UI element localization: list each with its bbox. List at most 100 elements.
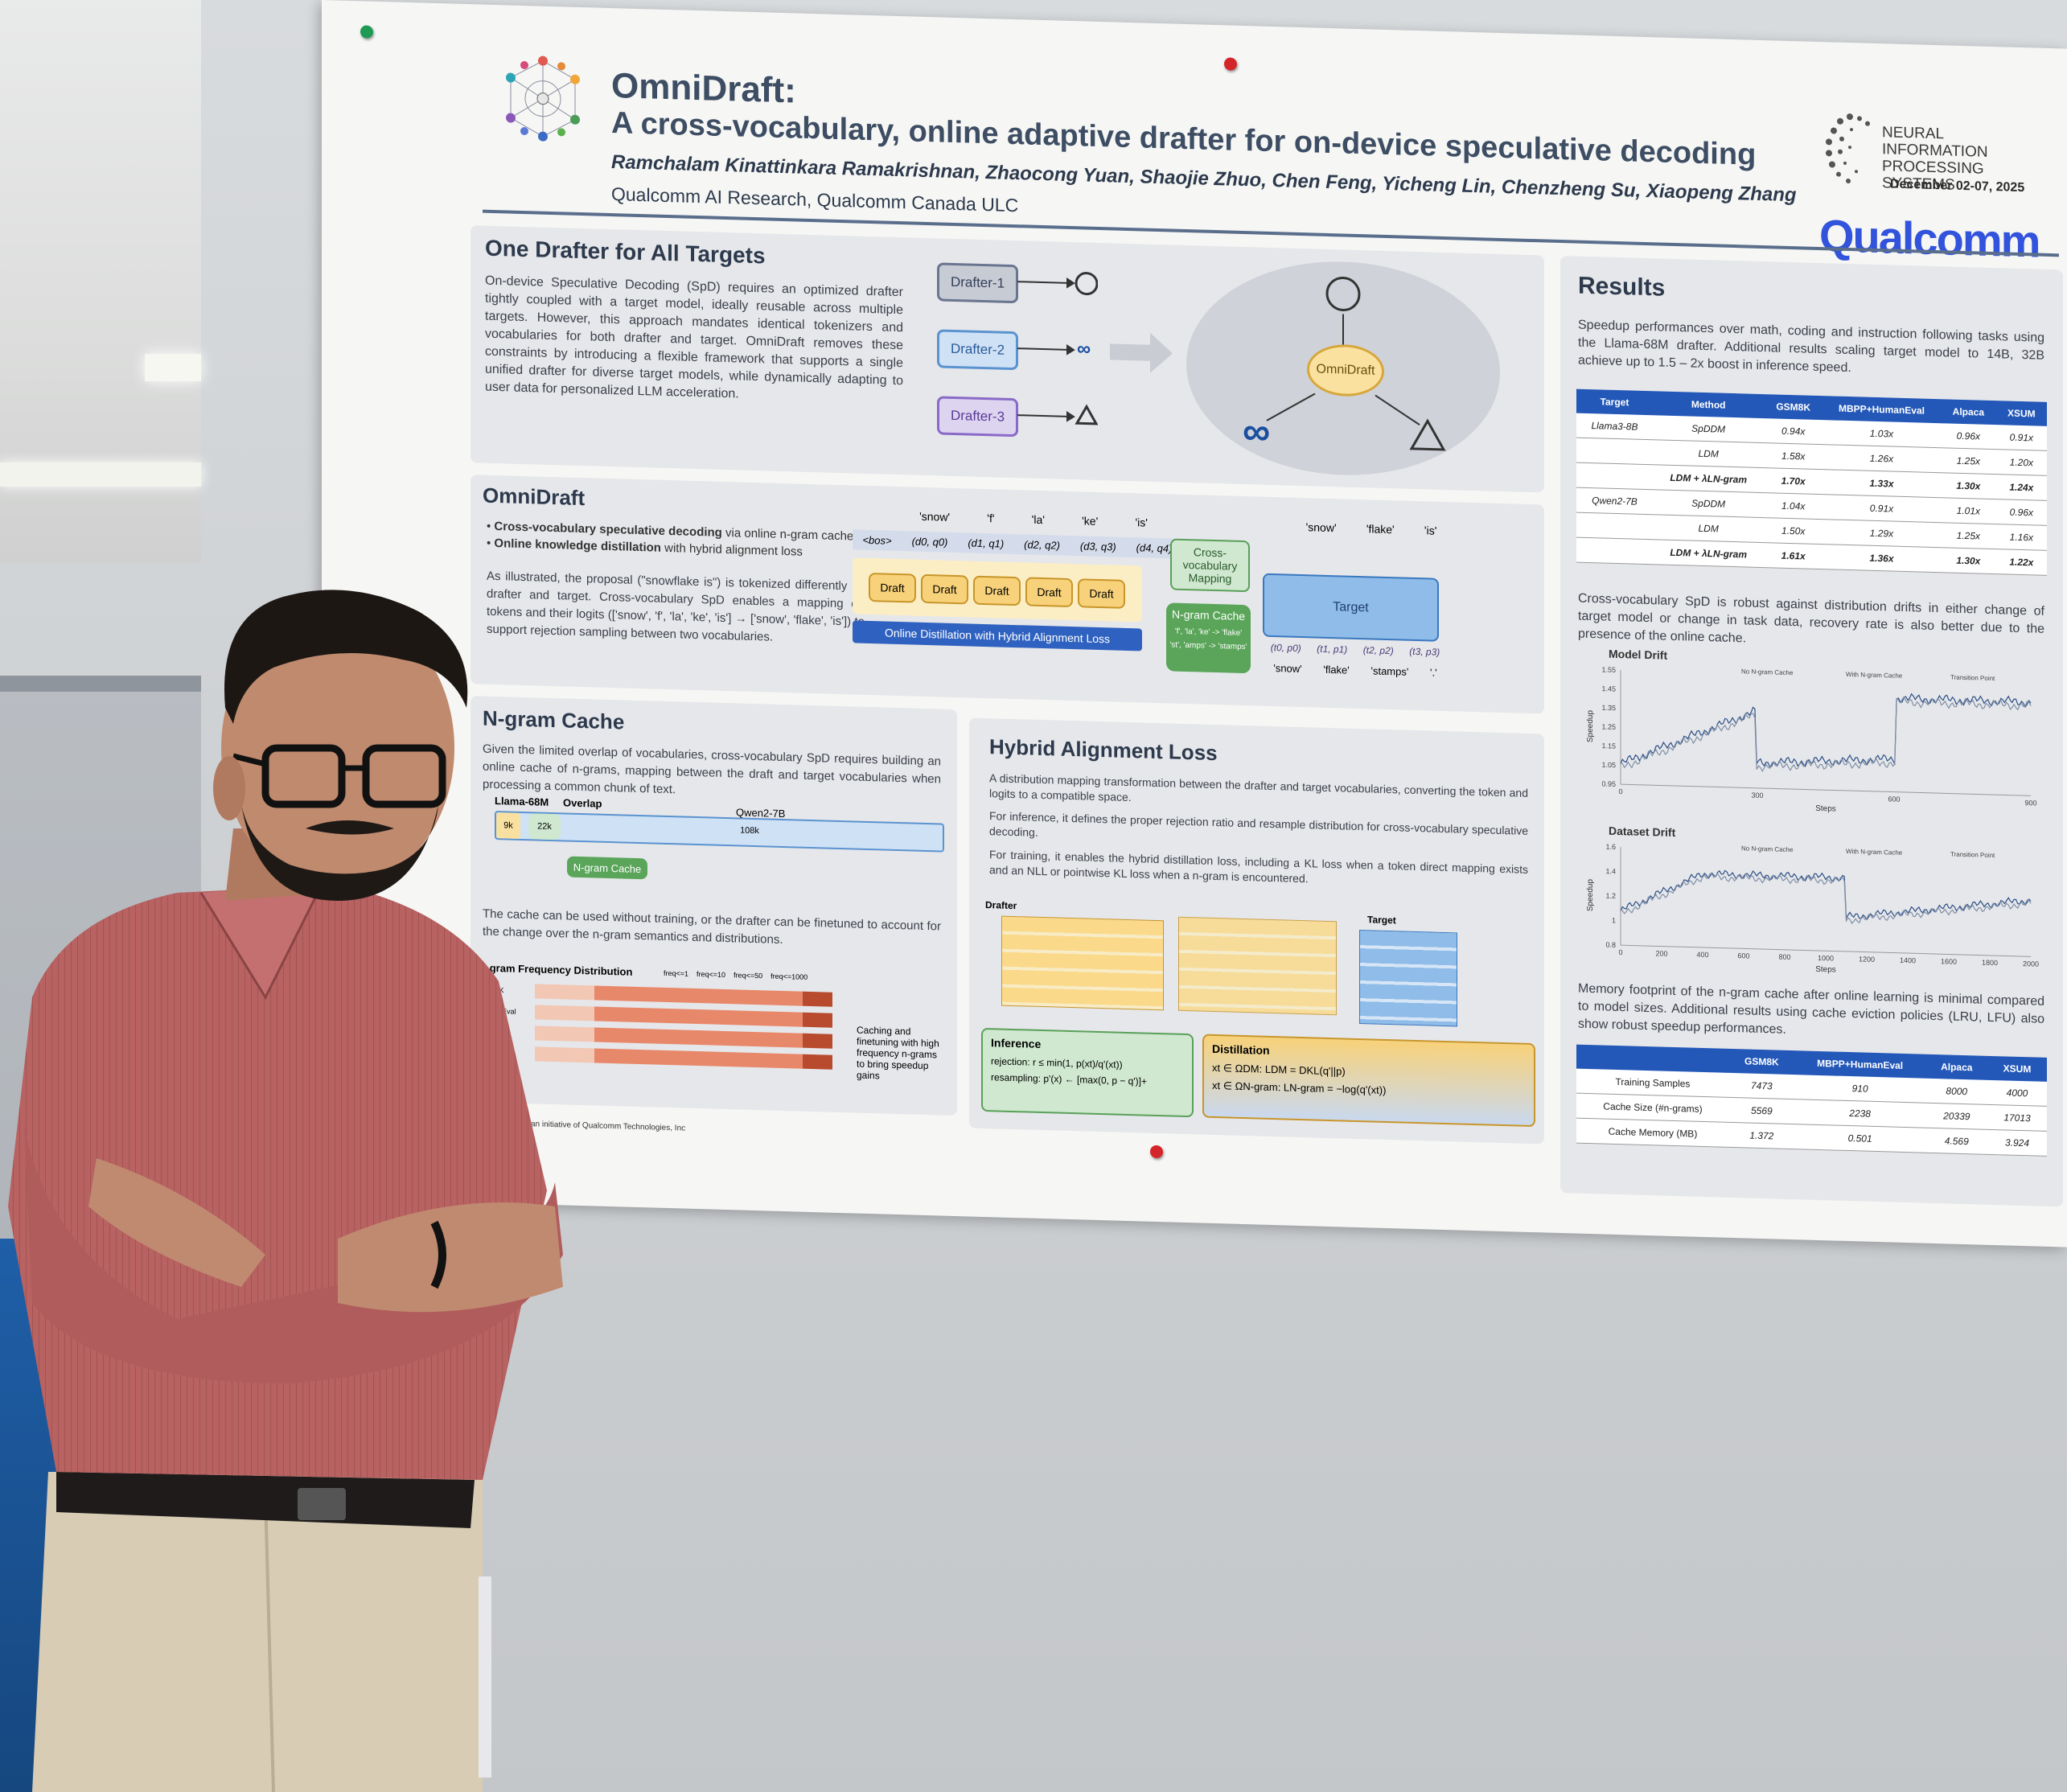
distillation-box: Distillation xt ∈ ΩDM: LDM = DKL(q'||p) … (1202, 1034, 1535, 1128)
person-standing (8, 590, 563, 1792)
cell: LDM (1652, 514, 1765, 543)
y-axis-label: Speedup (1586, 709, 1595, 742)
cell: 1.01x (1941, 497, 1996, 524)
qwen-target-icon (1409, 418, 1446, 451)
cell: 7473 (1728, 1072, 1794, 1099)
y-tick-label: 1.55 (1601, 665, 1616, 673)
series-no-cache-line (1620, 696, 2032, 773)
side-note: Caching and finetuning with high frequen… (857, 1024, 939, 1082)
cell: 1.30x (1941, 472, 1996, 499)
research-poster: OmniDraft: A cross-vocabulary, online ad… (322, 0, 2067, 1247)
y-tick-label: 1.15 (1601, 742, 1616, 750)
legend-item: freq<=10 (697, 970, 726, 980)
drafter-1-box: Drafter-1 (937, 262, 1018, 304)
pair: (t1, p1) (1317, 643, 1348, 656)
cell: Qwen2-7B (1576, 487, 1653, 515)
memory-table: GSM8K MBPP+HumanEval Alpaca XSUM Trainin… (1576, 1044, 2047, 1157)
speedup-table: Target Method GSM8K MBPP+HumanEval Alpac… (1576, 388, 2047, 576)
draft-block: Draft (1078, 578, 1125, 609)
pair: (d1, q1) (968, 536, 1005, 550)
cell: 3.924 (1987, 1129, 2047, 1157)
ceiling-light-strip (0, 462, 201, 487)
draft-block: Draft (1025, 577, 1073, 608)
y-tick-label: 1.05 (1601, 761, 1616, 769)
crossed-arms (24, 1126, 563, 1383)
token: 'flake' (1323, 663, 1350, 676)
cell: 1.16x (1995, 524, 2047, 551)
draft-token-row: 'snow' 'f' 'la' 'ke' 'is' (901, 509, 1166, 529)
y-tick-label: 1.4 (1605, 867, 1616, 875)
pair: (d3, q3) (1079, 540, 1116, 553)
mustache (306, 820, 394, 835)
one-drafter-panel: One Drafter for All Targets On-device Sp… (471, 225, 1544, 493)
cell: SpDDM (1652, 489, 1765, 518)
drift-text: Cross-vocabulary SpD is robust against d… (1578, 591, 2044, 646)
cell: 0.94x (1764, 418, 1822, 445)
cell: 1.25x (1941, 522, 1996, 549)
results-intro: Speedup performances over math, coding a… (1578, 318, 2044, 376)
cell: 1.24x (1995, 474, 2047, 501)
distill-line: xt ∈ ΩN-gram: LN-gram = −log(q'(xt)) (1212, 1079, 1387, 1096)
draft-pairs-row: <bos> (d0, q0) (d1, q1) (d2, q2) (d3, q3… (853, 529, 1182, 559)
y-tick-label: 1.25 (1601, 722, 1616, 730)
cell: 0.501 (1794, 1124, 1926, 1153)
x-tick-label: 900 (2024, 799, 2036, 807)
th-method: Method (1652, 391, 1765, 419)
big-arrow-icon (1110, 332, 1173, 373)
legend-item: No N-gram Cache (1741, 845, 1794, 853)
cell: 1.26x (1822, 444, 1941, 473)
results-heading: Results (1578, 272, 1666, 302)
cell: Llama3-8B (1576, 413, 1653, 440)
cell: 1.33x (1822, 469, 1941, 498)
inference-title: Inference (991, 1036, 1042, 1050)
hybrid-loss-panel: Hybrid Alignment Loss A distribution map… (969, 717, 1544, 1145)
token: 'snow' (919, 509, 951, 524)
ceiling-light (145, 354, 201, 381)
inference-line: rejection: r ≤ min(1, p(xt)/q'(xt)) (991, 1055, 1123, 1071)
results-panel: Results Speedup performances over math, … (1560, 256, 2063, 1207)
th-xsum: XSUM (1995, 401, 2047, 426)
x-tick-label: 200 (1655, 949, 1667, 957)
token: 'stamps' (1370, 664, 1409, 678)
svg-text:∞: ∞ (1077, 338, 1091, 360)
token: '.' (1430, 666, 1437, 679)
trousers (32, 1472, 483, 1792)
x-tick-label: 1600 (1941, 957, 1957, 966)
cell: 0.96x (1995, 499, 2047, 526)
chart1-title: Model Drift (1609, 647, 1668, 662)
token: 'snow' (1273, 662, 1302, 676)
poster-title: OmniDraft: (611, 66, 796, 111)
badge-lanyard (479, 1576, 491, 1778)
cell: 8000 (1925, 1078, 1987, 1105)
red-pushpin (1224, 57, 1237, 71)
cell: SpDDM (1652, 415, 1765, 443)
partition-top-rail (0, 676, 201, 692)
cell: 1.22x (1995, 549, 2047, 576)
token: 'is' (1135, 516, 1148, 529)
cell (1576, 438, 1653, 465)
th-gsm8k: GSM8K (1728, 1048, 1794, 1075)
th-alpaca: Alpaca (1925, 1054, 1987, 1080)
cell: 1.04x (1764, 492, 1822, 520)
openai-target-icon (1325, 276, 1361, 311)
cell: 1.25x (1941, 447, 1996, 475)
x-axis (1621, 783, 2031, 796)
token: 'is' (1424, 524, 1437, 537)
x-tick-label: 0 (1618, 948, 1622, 956)
drafter-label: Drafter (985, 899, 1017, 912)
y-tick-label: 0.95 (1601, 779, 1616, 787)
hand (88, 1158, 265, 1287)
distill-title: Distillation (1212, 1042, 1270, 1057)
y-tick-label: 1.6 (1605, 843, 1616, 851)
y-tick-label: 1 (1612, 916, 1616, 924)
cell: Cache Memory (MB) (1576, 1118, 1729, 1148)
target-box: Target (1263, 573, 1439, 642)
neurips-logo-icon (1826, 113, 1870, 184)
hair (224, 590, 468, 724)
cache-entry: 'f', 'la', 'ke' -> 'flake' (1174, 627, 1243, 638)
hybrid-p1: A distribution mapping transformation be… (989, 771, 1528, 804)
hybrid-p3: For training, it enables the hybrid dist… (989, 848, 1528, 886)
cell: 1.372 (1728, 1122, 1794, 1149)
cache-label: N-gram Cache (1171, 607, 1246, 623)
wristband (430, 1220, 446, 1289)
